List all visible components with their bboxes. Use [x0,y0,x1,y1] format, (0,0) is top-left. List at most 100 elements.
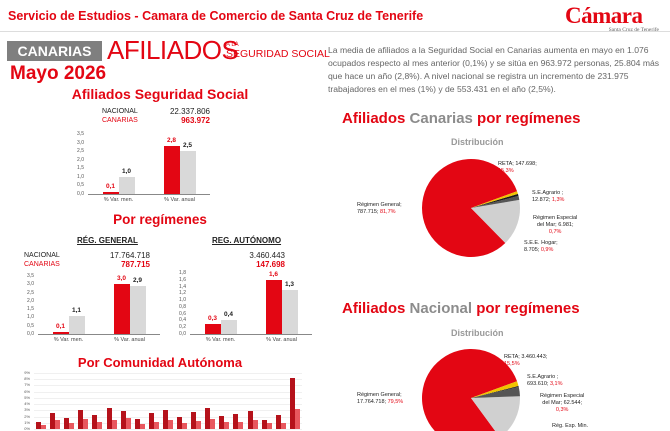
bar-value-label: 1,3 [284,280,295,288]
pie-canarias-title: Afiliados Canarias por regímenes [342,110,580,127]
reg-general-title: RÉG. GENERAL [77,236,138,245]
label-name: Régimen Especial [540,393,585,399]
pie-canarias-label-agrario: S.E.Agrario ; 12.872; 1,3% [532,190,564,204]
y-tick-label: 8% [24,376,30,382]
label-pct: 15,5% [504,361,520,367]
bar-nacional [118,176,135,194]
bar-ccaa-light [167,419,173,429]
y-tick-label: 0,5 [77,182,84,189]
y-tick-label: 1,2 [179,290,186,297]
pie-slice-s-e-agrario [471,195,520,208]
bar-ccaa-dark [177,416,183,429]
pie-slice-s-e-e-hogar [471,191,518,208]
label-name: S.E.E. Hogar; [524,240,558,246]
bar-ccaa-dark [78,410,84,429]
x-category-label: % Var. men. [53,337,84,343]
bar-ccaa-light [294,409,300,429]
bar-canarias [113,284,130,334]
pie-nacional-label-reta: RETA; 3.460.443; 15,5% [504,354,547,368]
pie-slice-r-gimen-general [422,158,518,257]
total-nacional-value: 22.337.806 [169,107,210,116]
label-name: RETA; 147.698; [498,161,537,167]
bar-ccaa-dark [50,413,56,429]
y-tick-label: 6% [24,388,30,394]
comunidad-section-title: Por Comunidad Autónoma [77,355,243,370]
y-tick-label: 0,0 [77,191,84,197]
x-axis-line [190,334,312,335]
label-value: 17.764.718; [357,399,388,405]
pie-nacional-label-agrario: S.E.Agrario ; 693.610; 3,1% [527,374,562,388]
label-name: Régimen General; [357,392,402,398]
reg-general-canarias-value: 787.715 [121,260,150,269]
bar-ccaa-light [111,420,117,429]
banner-title: AFILIADOS [107,35,239,65]
intro-paragraph: La media de afiliados a la Seguridad Soc… [328,45,660,94]
bar-value-label: 2,8 [166,137,177,144]
bar-value-label: 1,0 [121,167,132,175]
label-pct: 0,9% [540,247,554,253]
bar-value-label: 1,6 [268,270,279,278]
x-category-label: % Var. men. [103,197,134,203]
reg-autonomo-variation-chart: 1,8 1,6 1,4 1,2 1,0 0,8 0,6 0,4 0,2 0,0 0,3 0,4% Va… [172,267,322,348]
total-canarias-value: 963.972 [181,116,210,125]
y-tick-label: 5% [24,394,30,400]
label-name: Régimen General; [357,202,402,208]
bar-value-label: 0,1 [55,323,66,331]
bar-ccaa-light [139,424,145,429]
bar-ccaa-dark [106,408,112,429]
bar-value-label: 0,4 [223,311,234,319]
pie-nacional-label-general: Régimen General; 17.764.718; 79,5% [357,392,403,406]
report-period: Mayo 2026 [10,63,107,84]
bar-ccaa-light [153,421,159,429]
comunidad-chart: 9% 8% 7% 6% 5% 4% 3% 2% 1% 0% [16,370,306,431]
y-tick-label: 3% [24,407,30,413]
pie-slice-reta [471,199,520,243]
y-tick-label: 0,0 [27,331,34,337]
bar-nacional [129,285,146,334]
pie-nacional-title: Afiliados Nacional por regímenes [342,300,580,317]
pie-nacional-label-mineria: Rég. Esp. Min. [552,423,588,430]
y-tick-label: 1,0 [179,297,186,304]
bar-ccaa-dark [219,415,225,429]
bar-ccaa-dark [162,409,168,429]
camara-logo: Cámara Santa Cruz de Tenerife [565,4,665,33]
pie-nacional-title-a: Afiliados [342,300,410,317]
total-section-title: Afiliados Seguridad Social [71,86,249,102]
bar-ccaa-dark [275,415,281,429]
y-tick-label: 1,5 [27,306,34,313]
bar-ccaa-light [280,422,286,429]
x-axis-line [88,194,210,195]
bar-value-label: 0,1 [105,183,116,191]
y-tick-label: 0,8 [179,303,186,310]
y-tick-label: 1,0 [27,314,34,321]
label-pct: 0,7% [548,229,562,235]
pie-canarias-label-reta: RETA; 147.698; 15,3% [498,161,537,175]
bar-ccaa-dark [120,410,126,429]
reg-autonomo-nacional-value: 3.460.443 [249,251,285,260]
bar-nacional [179,151,196,194]
bar-canarias [265,279,282,334]
gridline [34,429,302,430]
bar-canarias [102,192,119,194]
label-name: S.E.Agrario ; [532,190,564,196]
y-tick-label: 1,0 [77,173,84,180]
bar-ccaa-dark [205,407,211,429]
y-tick-label: 1,6 [179,276,186,283]
bar-value-label: 3,0 [116,275,127,283]
label-value: 787.715; [357,209,380,215]
pie-canarias-label-mar: Régimen Especial del Mar; 6.981; 0,7% [533,215,577,236]
x-axis-line [38,334,160,335]
pie-canarias-title-c: por regímenes [472,110,581,127]
region-badge: CANARIAS [7,41,102,61]
label-pct: 0,3% [555,407,569,413]
total-canarias-label: CANARIAS [102,117,138,124]
pie-canarias-title-a: Afiliados [342,110,410,127]
pie-nacional [422,349,520,431]
y-tick-label: 0,6 [179,310,186,317]
bar-nacional [281,289,298,334]
label-value: 693.610; [527,381,550,387]
y-tick-label: 0,5 [27,322,34,329]
bar-value-label: 0,3 [207,314,218,322]
y-tick-label: 9% [24,370,30,375]
y-tick-label: 3,0 [27,281,34,288]
